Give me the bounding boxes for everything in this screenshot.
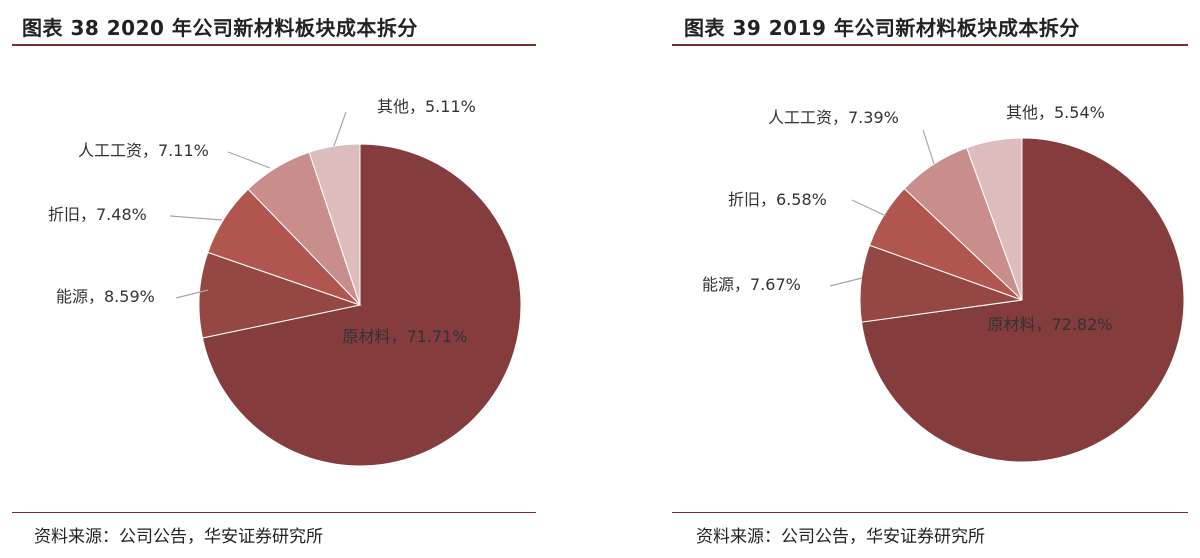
left-chart-panel: 图表 38 2020 年公司新材料板块成本拆分 原材料，71.71% 能源，8.5… [0,0,560,558]
source-rule [12,512,536,513]
pie-chart-2020: 原材料，71.71% 能源，8.59% 折旧，7.48% 人工工资，7.11% 其他，5… [0,60,560,500]
slice-label: 人工工资，7.11% [78,141,209,160]
slice-label: 原材料，72.82% [987,315,1112,334]
chart-title: 图表 38 2020 年公司新材料板块成本拆分 [22,12,418,41]
slice-label: 原材料，71.71% [342,327,467,346]
leader-line [852,200,886,216]
slice-label: 其他，5.54% [1006,103,1105,122]
slice-label: 折旧，7.48% [48,205,147,224]
title-rule [672,44,1188,46]
title-rule [12,44,536,46]
source-note: 资料来源：公司公告，华安证券研究所 [696,522,985,547]
slice-label: 能源，7.67% [702,275,801,294]
leader-line [334,112,346,146]
pie-chart-2019: 原材料，72.82% 能源，7.67% 折旧，6.58% 人工工资，7.39% 其他，5… [640,60,1200,500]
slice-label: 能源，8.59% [56,287,155,306]
right-chart-panel: 图表 39 2019 年公司新材料板块成本拆分 原材料，72.82% 能源，7.6… [640,0,1200,558]
source-note: 资料来源：公司公告，华安证券研究所 [34,522,323,547]
chart-title: 图表 39 2019 年公司新材料板块成本拆分 [684,12,1080,41]
leader-line [228,152,270,168]
leader-line [170,216,222,220]
source-rule [672,512,1188,513]
leader-line [830,278,862,286]
slice-label: 折旧，6.58% [728,190,827,209]
leader-line [923,130,934,164]
slice-label: 人工工资，7.39% [768,108,899,127]
slice-label: 其他，5.11% [377,97,476,116]
